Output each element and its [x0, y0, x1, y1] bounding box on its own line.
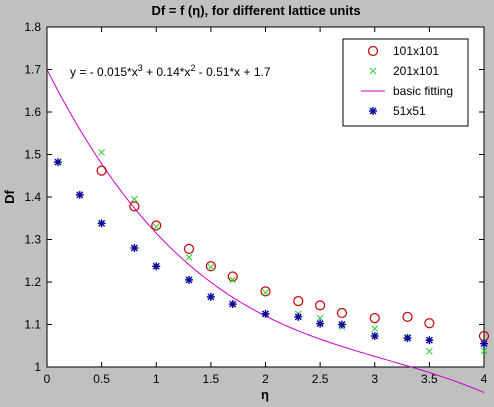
- y-axis: 1 1.1 1.2 1.3 1.4 1.5 1.6 1.7 1.8: [24, 20, 484, 374]
- point-51x51: [261, 309, 270, 318]
- point-101x101: [183, 243, 195, 254]
- point-201x101: [426, 347, 433, 355]
- y-tick-label: 1.6: [24, 105, 41, 119]
- marks-layer: [53, 149, 490, 355]
- point-201x101: [185, 253, 193, 261]
- y-tick-label: 1.1: [24, 318, 41, 332]
- point-201x101: [316, 314, 324, 322]
- point-51x51: [130, 244, 139, 252]
- x-axis: 0 0.5 1 1.5 2 2.5 3 3.5 4: [44, 27, 488, 386]
- y-tick-label: 1.8: [24, 20, 41, 34]
- point-101x101: [336, 307, 348, 319]
- point-51x51: [75, 190, 84, 199]
- legend-box: [342, 38, 469, 127]
- x-tick-label: 2: [262, 372, 269, 386]
- point-51x51: [337, 320, 346, 329]
- point-101x101: [96, 165, 107, 176]
- y-tick-label: 1.7: [24, 63, 41, 77]
- point-51x51: [480, 339, 488, 348]
- point-101x101: [369, 313, 380, 324]
- point-51x51: [294, 312, 303, 321]
- point-101x101: [151, 220, 162, 231]
- legend-label: 201x101: [393, 64, 439, 78]
- x-tick-label: 1.5: [203, 372, 220, 386]
- x-tick-label: 1: [153, 372, 160, 386]
- x-tick-label: 3: [371, 372, 378, 386]
- y-tick-label: 1.3: [24, 233, 41, 247]
- point-101x101: [205, 261, 216, 272]
- legend-label: basic fitting: [393, 84, 453, 98]
- point-51x51: [53, 158, 62, 167]
- point-201x101: [131, 195, 138, 203]
- point-51x51: [316, 319, 325, 328]
- legend-marker-3: [369, 107, 377, 115]
- point-101x101: [129, 201, 140, 212]
- point-201x101: [262, 289, 269, 296]
- point-201x101: [152, 223, 160, 231]
- point-201x101: [98, 149, 105, 156]
- legend: 101x101 201x101 basic fitting 51x51: [342, 38, 469, 127]
- point-51x51: [206, 292, 215, 301]
- point-201x101: [371, 325, 379, 333]
- x-axis-title: η: [261, 387, 269, 402]
- legend-label: 51x51: [393, 104, 426, 118]
- x-tick-label: 4: [481, 372, 488, 386]
- legend-marker-1: [369, 67, 377, 75]
- y-tick-label: 1.2: [24, 275, 41, 289]
- point-51x51: [425, 336, 434, 345]
- chart-title: Df = f (η), for different lattice units: [151, 3, 360, 18]
- point-51x51: [185, 275, 194, 284]
- fit-equation: y = - 0.015*x3 + 0.14*x2 - 0.51*x + 1.7: [70, 63, 271, 79]
- point-101x101: [260, 286, 271, 297]
- y-tick-label: 1.5: [24, 148, 41, 162]
- point-51x51: [228, 300, 237, 309]
- legend-label: 101x101: [393, 44, 439, 58]
- x-tick-label: 2.5: [312, 372, 329, 386]
- point-101x101: [315, 300, 326, 311]
- point-101x101: [402, 311, 413, 322]
- y-tick-label: 1: [34, 360, 41, 374]
- point-101x101: [424, 318, 435, 329]
- point-51x51: [97, 219, 106, 228]
- x-tick-label: 0: [44, 372, 51, 386]
- point-201x101: [229, 276, 237, 284]
- y-axis-title: Df: [2, 189, 17, 203]
- y-tick-label: 1.4: [24, 190, 41, 204]
- point-201x101: [480, 347, 488, 355]
- point-101x101: [293, 296, 304, 307]
- point-201x101: [207, 263, 215, 271]
- x-tick-label: 3.5: [421, 372, 438, 386]
- point-51x51: [152, 262, 161, 271]
- point-51x51: [370, 331, 379, 340]
- legend-marker-0: [367, 45, 379, 57]
- point-101x101: [227, 271, 238, 282]
- x-tick-label: 0.5: [93, 372, 110, 386]
- point-51x51: [403, 334, 412, 343]
